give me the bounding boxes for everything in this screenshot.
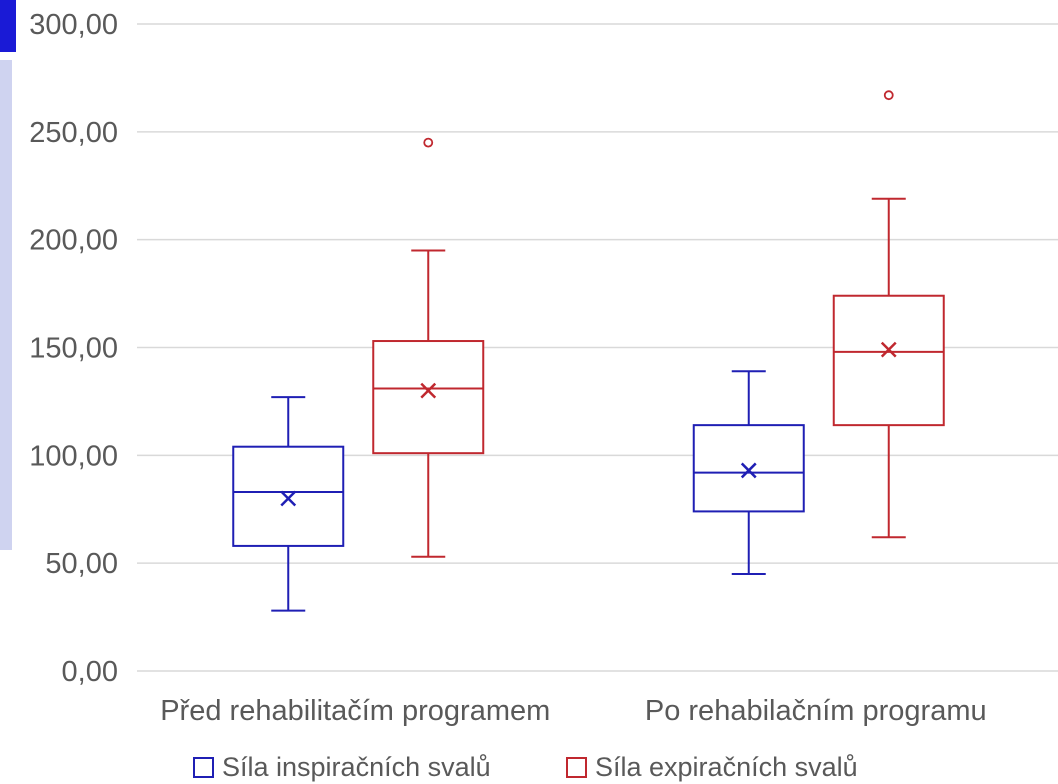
y-tick-label: 250,00	[29, 117, 118, 149]
legend-label: Síla inspiračních svalů	[222, 752, 491, 782]
y-tick-label: 300,00	[29, 9, 118, 41]
box-iqr	[372, 340, 485, 455]
box-plot	[372, 137, 485, 558]
box-plot	[232, 396, 345, 612]
edge-accent-top	[0, 0, 16, 52]
mean-marker	[420, 382, 437, 399]
legend-item: Síla inspiračních svalů	[193, 752, 491, 782]
mean-marker	[880, 341, 897, 358]
legend: Síla inspiračních svalů Síla expiračních …	[193, 752, 858, 782]
box-plot-series	[232, 90, 945, 612]
mean-marker	[280, 490, 297, 507]
outlier-point	[883, 90, 894, 101]
edge-accent-lower	[0, 60, 12, 550]
legend-item: Síla expiračních svalů	[566, 752, 858, 782]
box-plot	[832, 90, 945, 539]
legend-label: Síla expiračních svalů	[595, 752, 858, 782]
legend-swatch	[193, 757, 214, 778]
box-iqr	[692, 424, 805, 513]
y-axis-tick-labels: 0,00 50,00 100,00 150,00 200,00 250,00 300,00	[29, 9, 118, 688]
mean-marker	[740, 462, 757, 479]
x-axis-category-labels: Před rehabilitačím programem Po rehabilač…	[160, 695, 986, 727]
category-label: Před rehabilitačím programem	[160, 695, 550, 727]
legend-swatch	[566, 757, 587, 778]
y-tick-label: 200,00	[29, 225, 118, 257]
outlier-point	[423, 137, 434, 148]
y-tick-label: 50,00	[45, 548, 118, 580]
box-iqr	[232, 445, 345, 547]
y-tick-label: 150,00	[29, 333, 118, 365]
y-tick-label: 0,00	[62, 656, 118, 688]
category-label: Po rehabilačním programu	[645, 695, 987, 727]
box-plot	[692, 370, 805, 575]
y-tick-label: 100,00	[29, 440, 118, 472]
box-iqr	[832, 294, 945, 427]
